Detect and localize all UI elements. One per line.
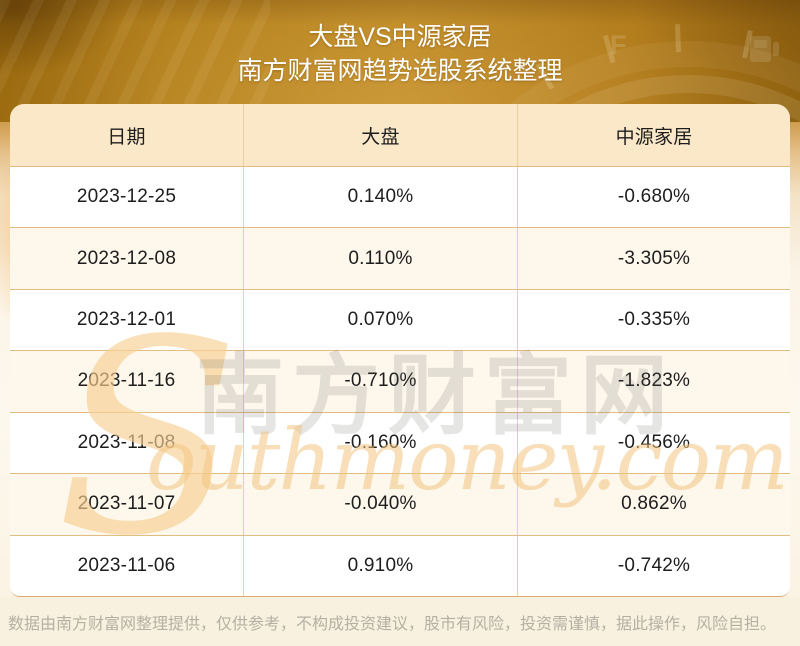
table-row: 2023-12-25 0.140% -0.680%	[10, 166, 790, 228]
column-header-market: 大盘	[243, 104, 517, 166]
market-value-cell: 0.910%	[243, 535, 517, 596]
background-texture	[0, 0, 270, 122]
table-row: 2023-12-01 0.070% -0.335%	[10, 288, 790, 351]
title-line-2: 南方财富网趋势选股系统整理	[237, 57, 563, 85]
stock-value-cell: -0.742%	[517, 535, 790, 596]
page-title: 大盘VS中源家居 南方财富网趋势选股系统整理	[0, 20, 800, 88]
market-value-cell: 0.140%	[243, 167, 517, 228]
date-cell: 2023-11-07	[77, 493, 176, 515]
market-value-cell: 0.070%	[243, 289, 517, 351]
table-header-row: 日期 大盘 中源家居	[10, 104, 790, 166]
date-cell: 2023-12-08	[76, 247, 177, 269]
table-row: 2023-11-06 0.910% -0.742%	[10, 534, 790, 596]
table-body: 2023-12-25 0.140% -0.680% 2023-12-08 0.1…	[10, 166, 790, 596]
title-line-1: 大盘VS中源家居	[308, 23, 492, 51]
table-row: 2023-12-08 0.110% -3.305%	[10, 227, 790, 289]
date-cell: 2023-12-25	[76, 186, 177, 208]
disclaimer-text: 数据由南方财富网整理提供，仅供参考，不构成投资建议，股市有风险，投资需谨慎，据此…	[8, 615, 777, 633]
disclaimer-bar: 数据由南方财富网整理提供，仅供参考，不构成投资建议，股市有风险，投资需谨慎，据此…	[0, 597, 800, 646]
comparison-table: 日期 大盘 中源家居 2023-12-25 0.140% -0.680% 202…	[10, 104, 790, 597]
date-cell: 2023-11-06	[77, 554, 176, 576]
stock-value-cell: -3.305%	[517, 228, 790, 289]
column-header-stock: 中源家居	[517, 104, 790, 166]
date-cell: 2023-11-16	[77, 370, 176, 392]
date-cell: 2023-11-08	[77, 431, 176, 453]
table-row: 2023-11-16 -0.710% -1.823%	[10, 350, 790, 412]
market-value-cell: -0.040%	[243, 474, 517, 535]
market-value-cell: -0.710%	[243, 351, 517, 412]
stock-value-cell: -0.680%	[517, 167, 790, 228]
stock-value-cell: -1.823%	[517, 351, 790, 412]
stock-value-cell: -0.456%	[517, 412, 790, 474]
market-value-cell: -0.160%	[243, 412, 517, 474]
market-value-cell: 0.110%	[243, 228, 517, 289]
stock-value-cell: 0.862%	[517, 474, 790, 535]
table-row: 2023-11-08 -0.160% -0.456%	[10, 411, 790, 474]
date-cell: 2023-12-01	[76, 309, 177, 331]
column-header-date: 日期	[107, 126, 146, 148]
stock-value-cell: -0.335%	[517, 289, 790, 351]
table-row: 2023-11-07 -0.040% 0.862%	[10, 473, 790, 535]
